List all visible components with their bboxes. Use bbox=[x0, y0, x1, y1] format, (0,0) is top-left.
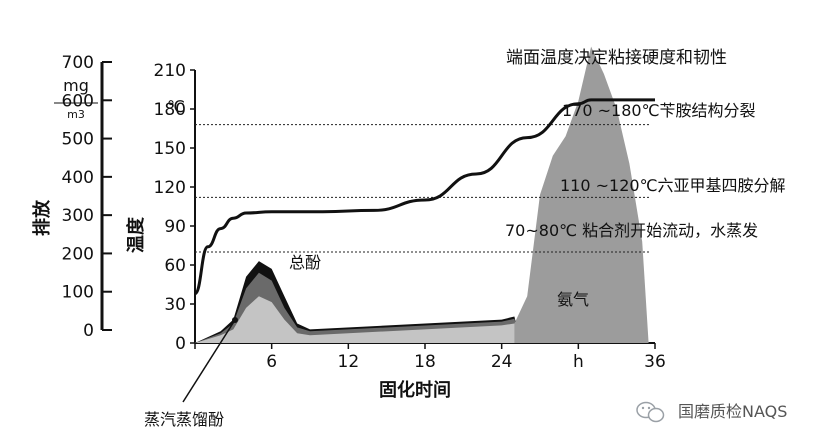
emission-tick-label: 600 bbox=[62, 91, 94, 111]
emission-unit-m3: m3 bbox=[67, 108, 85, 121]
temp-tick-label: 90 bbox=[164, 217, 186, 237]
x-tick-label: h bbox=[573, 352, 584, 372]
emission-tick-label: 0 bbox=[83, 321, 94, 341]
temperature-curve bbox=[193, 98, 655, 296]
threshold-label: 110 ~120℃六亚甲基四胺分解 bbox=[560, 176, 786, 195]
x-axis-label: 固化时间 bbox=[379, 379, 451, 401]
x-tick-label: 12 bbox=[338, 352, 360, 372]
threshold-lines: 70~80℃ 粘合剂开始流动，水蒸发 110 ~120℃六亚甲基四胺分解 170 ~… bbox=[195, 101, 786, 253]
threshold-label: 70~80℃ 粘合剂开始流动，水蒸发 bbox=[505, 221, 758, 240]
annotation-pointer-dot bbox=[232, 317, 238, 323]
emission-area-4 bbox=[514, 46, 649, 343]
wechat-icon bbox=[636, 401, 665, 423]
temp-unit: ℃ bbox=[167, 97, 185, 116]
emission-tick-label: 300 bbox=[62, 206, 94, 226]
temp-tick-label: 30 bbox=[164, 295, 186, 315]
chart-title: 端面温度决定粘接硬度和韧性 bbox=[506, 48, 727, 68]
emission-axis-label: 排放 bbox=[31, 199, 53, 236]
temp-tick-label: 0 bbox=[175, 334, 186, 354]
temp-axis-ticks: 0 30 60 90 120 150 180 210 bbox=[154, 61, 195, 354]
x-tick-label: 6 bbox=[266, 352, 277, 372]
temp-tick-label: 60 bbox=[164, 256, 186, 276]
watermark-text: 国磨质检NAQS bbox=[678, 402, 787, 421]
emission-tick-label: 100 bbox=[62, 283, 94, 303]
temp-tick-label: 150 bbox=[154, 139, 186, 159]
temp-axis-label: 温度 bbox=[125, 216, 147, 253]
temp-tick-label: 120 bbox=[154, 178, 186, 198]
annotation-ammonia: 氨气 bbox=[557, 290, 589, 309]
temp-tick-label: 180 bbox=[154, 100, 186, 120]
x-tick-label: 18 bbox=[414, 352, 436, 372]
emission-tick-label: 200 bbox=[62, 244, 94, 264]
emission-tick-label: 400 bbox=[62, 168, 94, 188]
emission-tick-label: 700 bbox=[62, 53, 94, 73]
emission-unit-mg: mg bbox=[63, 76, 89, 95]
annotation-pointer-line bbox=[182, 319, 236, 403]
emission-axis-ticks: 0 100 200 300 400 500 600 700 bbox=[62, 53, 112, 341]
emission-areas bbox=[195, 46, 649, 343]
emission-area-3 bbox=[195, 296, 521, 343]
x-tick-label: 24 bbox=[491, 352, 513, 372]
x-tick-label: 36 bbox=[644, 352, 666, 372]
emission-tick-label: 500 bbox=[62, 130, 94, 150]
temp-tick-label: 210 bbox=[154, 61, 186, 81]
x-axis-ticks: 6 12 18 24 h 36 bbox=[194, 343, 666, 372]
annotation-total-phenol: 总酚 bbox=[289, 253, 321, 272]
threshold-label: 170 ~180℃苄胺结构分裂 bbox=[562, 101, 756, 120]
annotation-steam-phenol: 蒸汽蒸馏酚 bbox=[144, 410, 224, 429]
